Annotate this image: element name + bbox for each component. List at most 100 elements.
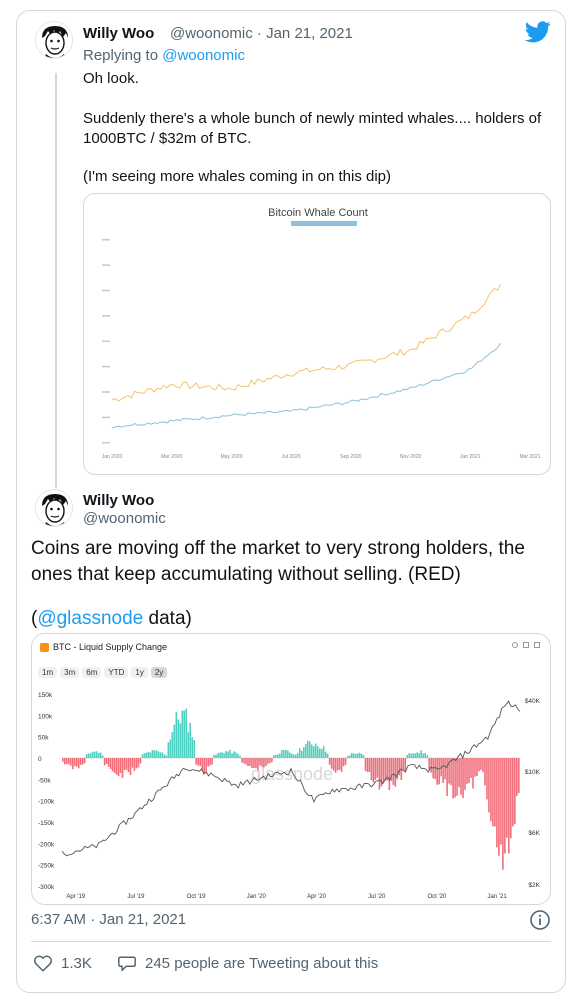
- twitter-logo-icon[interactable]: [525, 21, 551, 43]
- bar: [155, 750, 158, 758]
- bar: [185, 708, 188, 758]
- bar: [456, 758, 458, 796]
- series-line: [111, 342, 502, 429]
- bar: [394, 758, 397, 787]
- price-tick-label: $2K: [528, 882, 540, 889]
- bar: [141, 754, 144, 758]
- bar: [312, 746, 315, 758]
- bar: [378, 758, 381, 790]
- range-button[interactable]: YTD: [104, 667, 129, 678]
- range-button[interactable]: 1m: [38, 667, 58, 678]
- like-count: 1.3K: [61, 954, 92, 972]
- bar: [85, 754, 88, 758]
- bar: [346, 756, 349, 758]
- bar: [304, 744, 307, 758]
- bar: [69, 758, 72, 766]
- bar: [103, 758, 106, 766]
- bar: [488, 758, 490, 813]
- x-tick-label: Jan '20: [247, 894, 267, 900]
- whale-count-chart-image[interactable]: Bitcoin Whale Count Jan 2020 Mar 2020 May …: [83, 193, 551, 475]
- tweet-text-line: (I'm seeing more whales coming in on thi…: [83, 168, 391, 185]
- bar: [149, 752, 152, 758]
- bar: [123, 758, 126, 770]
- bar: [498, 758, 500, 856]
- price-tick-label: $10K: [525, 769, 541, 776]
- bar: [217, 753, 219, 758]
- tweet-timestamp[interactable]: 6:37 AM · Jan 21, 2021: [31, 911, 187, 928]
- info-icon[interactable]: [529, 909, 551, 931]
- range-button-selected[interactable]: 2y: [150, 667, 168, 678]
- bar: [470, 758, 472, 779]
- bar: [478, 758, 480, 772]
- paren-open: (: [31, 608, 38, 629]
- bar: [95, 751, 98, 758]
- author-name[interactable]: Willy Woo: [83, 492, 155, 509]
- bar: [514, 758, 516, 825]
- y-tick-label: -150k: [38, 820, 55, 827]
- bar: [101, 755, 104, 758]
- bar: [518, 758, 520, 794]
- bar: [350, 753, 353, 758]
- bar: [151, 750, 154, 758]
- like-button[interactable]: 1.3K: [33, 954, 92, 972]
- bar: [406, 754, 409, 758]
- replying-handle-link[interactable]: @woonomic: [162, 47, 245, 64]
- conversation-button[interactable]: 245 people are Tweeting about this: [117, 954, 378, 972]
- bar: [77, 758, 80, 769]
- bar: [334, 758, 337, 773]
- handle-date[interactable]: @woonomic · Jan 21, 2021: [170, 25, 353, 42]
- zoom-icon[interactable]: [512, 642, 518, 648]
- bar: [468, 758, 470, 783]
- settings-icon[interactable]: [523, 642, 529, 648]
- bar: [271, 758, 273, 763]
- bar: [115, 758, 118, 775]
- bar: [205, 758, 207, 772]
- range-button[interactable]: 3m: [60, 667, 80, 678]
- tweet-text-line: 1000BTC / $32m of BTC.: [83, 130, 252, 147]
- bar: [496, 758, 498, 848]
- y-tick: [102, 315, 110, 317]
- bar: [396, 758, 399, 780]
- bar: [420, 750, 423, 758]
- bar: [289, 752, 291, 758]
- tweet-text-line: Suddenly there's a whole bunch of newly …: [83, 110, 542, 127]
- bar: [344, 758, 347, 765]
- bar: [199, 758, 201, 767]
- glassnode-link[interactable]: @glassnode: [37, 608, 144, 629]
- bar: [287, 750, 289, 758]
- author-handle[interactable]: @woonomic: [83, 510, 166, 527]
- bar: [460, 758, 462, 795]
- bar: [237, 753, 239, 758]
- range-button[interactable]: 1y: [131, 667, 148, 678]
- y-tick: [102, 416, 110, 419]
- avatar[interactable]: [35, 489, 73, 527]
- bar: [486, 758, 488, 800]
- liquid-supply-chart: glassnode 150k 100k 50k 0 -50k -100k -150k -200…: [38, 692, 541, 900]
- bar: [464, 758, 466, 790]
- bar: [133, 758, 136, 772]
- bar: [516, 758, 518, 797]
- bar: [147, 751, 150, 758]
- btc-icon: [40, 642, 49, 652]
- bar: [398, 758, 401, 776]
- bar: [506, 758, 508, 838]
- plot-area: [111, 284, 502, 429]
- bar: [245, 758, 247, 765]
- liquid-supply-chart-image[interactable]: BTC - Liquid Supply Change 1m 3m 6m YTD 1y 2y…: [31, 633, 551, 905]
- bar: [474, 758, 476, 777]
- bar: [251, 758, 253, 769]
- bar: [163, 754, 166, 758]
- bar: [231, 753, 233, 758]
- bar: [308, 741, 311, 758]
- chart-watermark: glassnode: [251, 764, 333, 784]
- bar: [87, 753, 90, 758]
- fullscreen-icon[interactable]: [534, 642, 540, 648]
- range-button[interactable]: 6m: [82, 667, 102, 678]
- y-tick: [102, 239, 110, 241]
- avatar[interactable]: [35, 21, 73, 59]
- bar: [326, 753, 329, 758]
- x-tick-label: Jul '20: [368, 894, 386, 900]
- bar: [121, 758, 124, 778]
- bar: [81, 758, 84, 765]
- author-name[interactable]: Willy Woo: [83, 25, 155, 42]
